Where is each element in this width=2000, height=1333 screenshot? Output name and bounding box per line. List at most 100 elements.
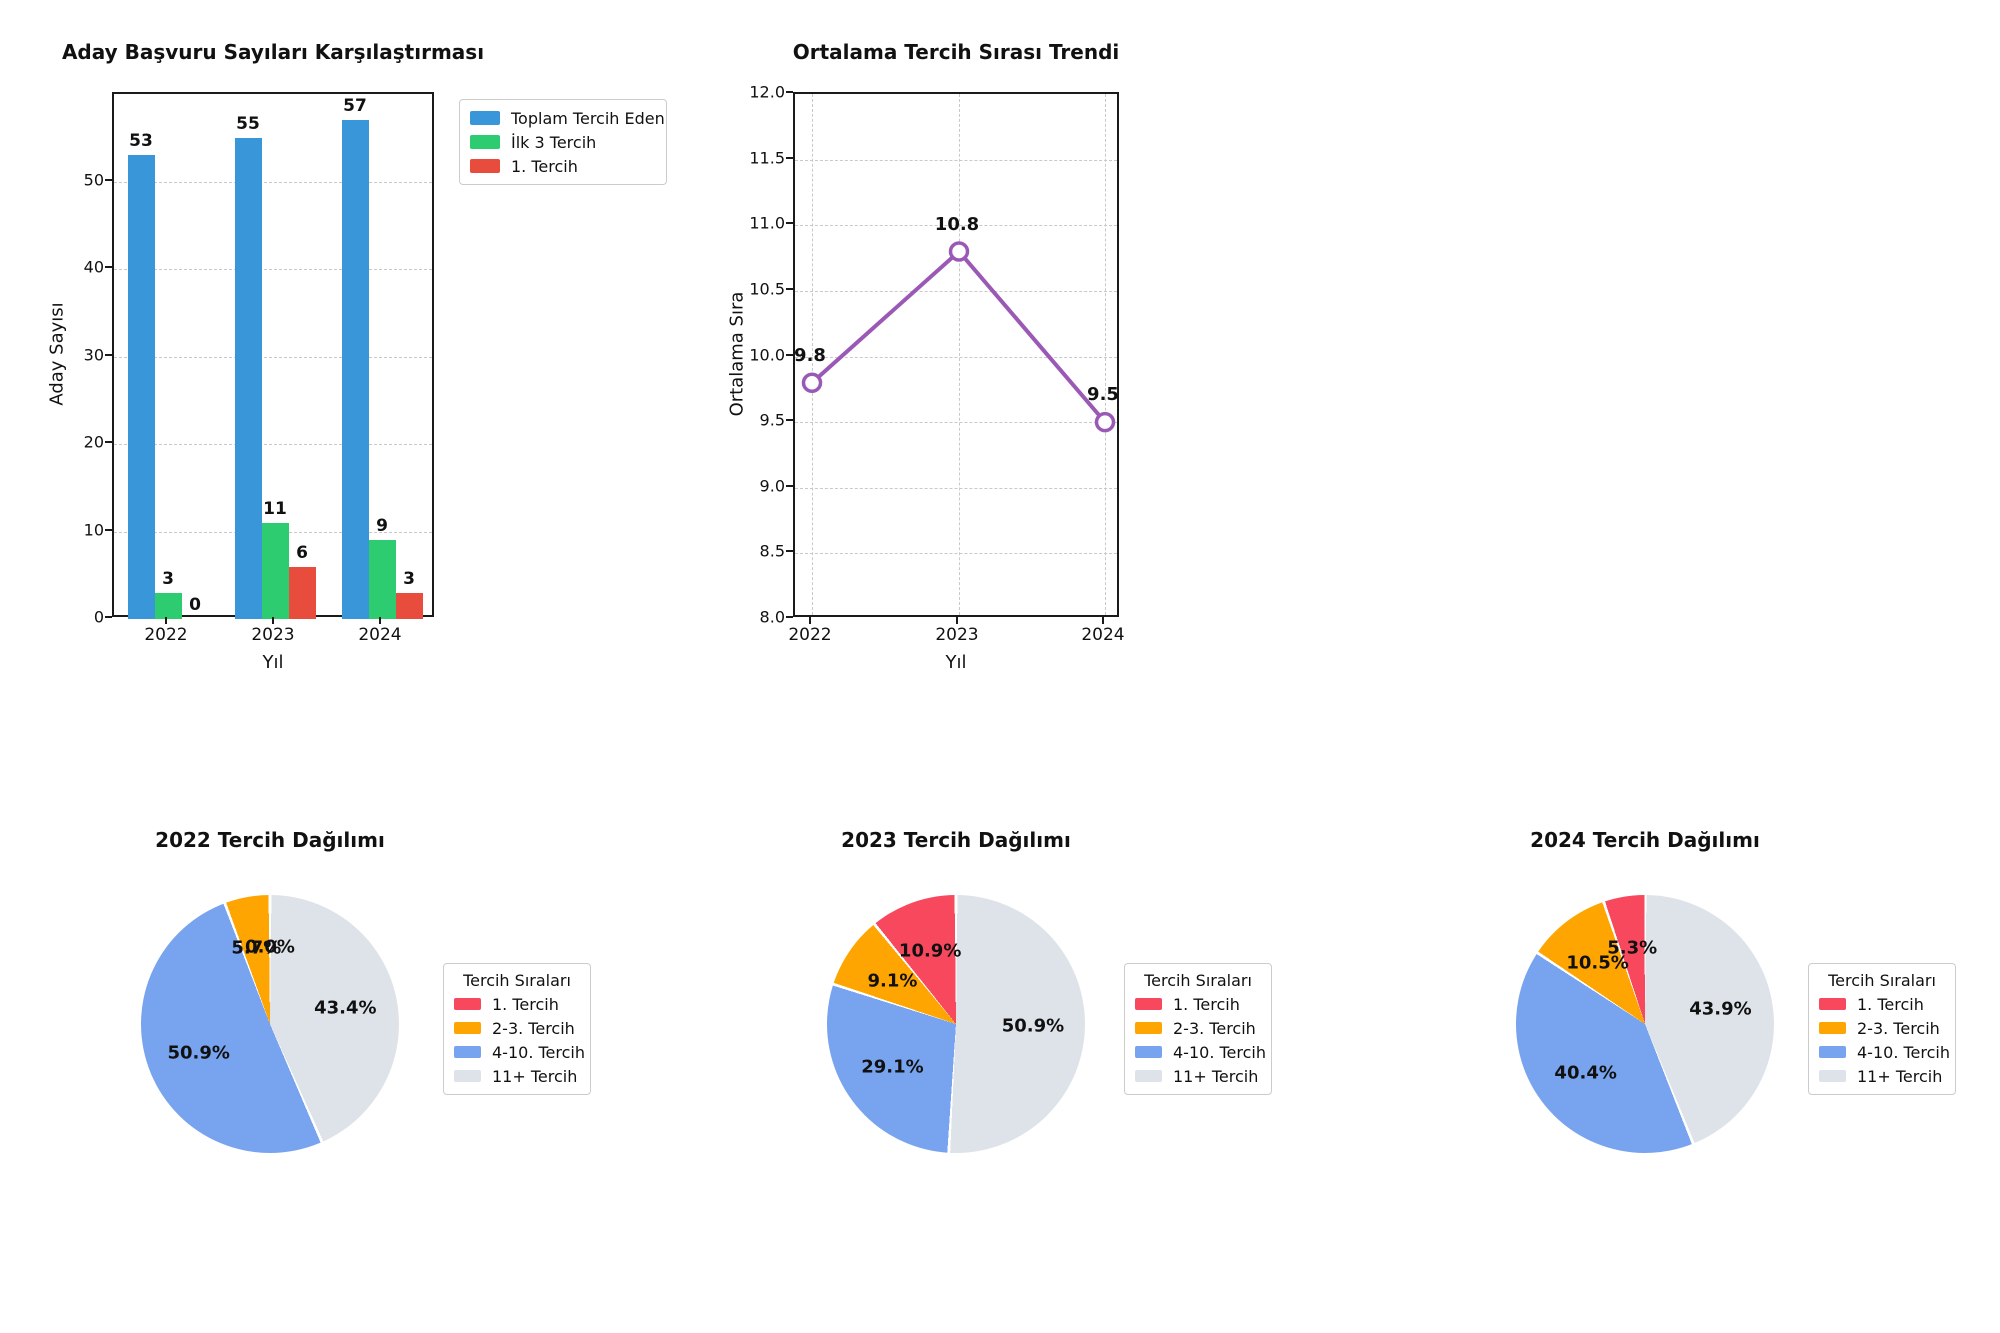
- legend-swatch: [454, 1022, 481, 1034]
- legend-item-label: 2-3. Tercih: [1857, 1018, 1940, 1038]
- grid-line: [1105, 94, 1106, 615]
- bar-chart-x-axis-label: Yıl: [262, 652, 284, 673]
- legend-swatch: [1819, 1070, 1846, 1082]
- legend-swatch: [454, 998, 481, 1010]
- pie-legend: Tercih Sıraları 1. Tercih 2-3. Tercih 4-10.…: [1808, 963, 1956, 1095]
- grid-line: [114, 444, 432, 445]
- pie-chart-2023-title: 2023 Tercih Dağılımı: [841, 828, 1071, 852]
- data-point-value-label: 10.8: [934, 213, 980, 235]
- legend-item: İlk 3 Tercih: [470, 130, 656, 154]
- legend-item: 11+ Tercih: [1135, 1064, 1261, 1088]
- pie-chart-2024-title: 2024 Tercih Dağılımı: [1530, 828, 1760, 852]
- legend-swatch: [454, 1070, 481, 1082]
- y-axis-tick-label: 10.5: [749, 279, 785, 299]
- legend-item: 2-3. Tercih: [1135, 1016, 1261, 1040]
- y-axis-tick-mark: [786, 353, 793, 356]
- bar-value-label: 9: [376, 516, 388, 537]
- x-axis-tick-label: 2024: [358, 625, 402, 645]
- pie-percentage-label: 5.3%: [1607, 937, 1658, 959]
- grid-line: [795, 225, 1117, 227]
- legend-item: 11+ Tercih: [1819, 1064, 1945, 1088]
- y-axis-tick-mark: [786, 222, 793, 225]
- pie-percentage-label: 43.4%: [314, 997, 377, 1019]
- pie-legend-title: Tercih Sıraları: [463, 971, 571, 990]
- y-axis-tick-label: 10: [83, 520, 104, 539]
- y-axis-tick-mark: [786, 419, 793, 422]
- y-axis-tick-mark: [786, 156, 793, 159]
- y-axis-tick-mark: [105, 266, 112, 268]
- pie-legend: Tercih Sıraları 1. Tercih 2-3. Tercih 4-10.…: [443, 963, 591, 1095]
- bar-chart-plot-area: 53 55 57 3 11 9 0 6 3: [112, 92, 434, 619]
- legend-item: 2-3. Tercih: [454, 1016, 580, 1040]
- y-axis-tick-mark: [786, 484, 793, 487]
- bar-value-label: 6: [296, 542, 308, 563]
- y-axis-tick-mark: [105, 616, 112, 618]
- bar-chart-legend: Toplam Tercih Eden İlk 3 Tercih 1. Tercih: [459, 99, 667, 185]
- trend-line-svg: [801, 241, 1116, 433]
- x-axis-tick-label: 2023: [935, 625, 979, 645]
- pie-chart-2022-title: 2022 Tercih Dağılımı: [155, 828, 385, 852]
- x-axis-tick-label: 2022: [788, 625, 832, 645]
- y-axis-tick-label: 11.0: [749, 213, 785, 233]
- legend-item-label: 4-10. Tercih: [1173, 1042, 1266, 1062]
- legend-item: 1. Tercih: [1819, 992, 1945, 1016]
- legend-item-label: Toplam Tercih Eden: [511, 108, 665, 128]
- legend-item-label: 11+ Tercih: [1173, 1066, 1259, 1086]
- x-axis-tick-mark: [165, 617, 167, 624]
- bar-value-label: 3: [162, 568, 174, 589]
- legend-item-label: 2-3. Tercih: [1173, 1018, 1256, 1038]
- pie-percentage-label: 29.1%: [861, 1056, 924, 1078]
- legend-item-label: İlk 3 Tercih: [511, 132, 597, 152]
- bar-chart-title: Aday Başvuru Sayıları Karşılaştırması: [61, 40, 485, 64]
- x-axis-tick-label: 2023: [251, 625, 295, 645]
- data-point-marker: [801, 372, 823, 393]
- pie-percentage-label: 50.9%: [167, 1042, 230, 1064]
- legend-swatch: [470, 135, 500, 149]
- grid-line: [114, 269, 432, 270]
- bar-value-label: 3: [403, 568, 415, 589]
- grid-line: [795, 487, 1117, 489]
- legend-item: Toplam Tercih Eden: [470, 106, 665, 130]
- legend-item-label: 2-3. Tercih: [492, 1018, 575, 1038]
- y-axis-tick-mark: [105, 528, 112, 531]
- data-point-value-label: 9.5: [1087, 384, 1119, 406]
- y-axis-tick-label: 11.5: [749, 148, 785, 168]
- pie-percentage-label: 5.7%: [231, 937, 282, 959]
- legend-swatch: [1819, 998, 1846, 1010]
- legend-swatch: [1135, 1046, 1162, 1058]
- legend-item: 4-10. Tercih: [1135, 1040, 1266, 1064]
- pie-percentage-label: 0.0%: [245, 936, 295, 958]
- bar-Toplam Tercih Eden: [234, 137, 262, 619]
- bar-Toplam Tercih Eden: [341, 120, 369, 619]
- bar-İlk 3 Tercih: [261, 522, 289, 619]
- y-axis-tick-mark: [105, 353, 112, 356]
- grid-line: [795, 553, 1117, 555]
- legend-item-label: 11+ Tercih: [492, 1066, 578, 1086]
- y-axis-tick-label: 8.5: [759, 541, 785, 561]
- pie-percentage-label: 50.9%: [1001, 1015, 1065, 1037]
- pie-percentage-label: 10.5%: [1566, 952, 1629, 974]
- legend-swatch: [1135, 1070, 1162, 1082]
- legend-swatch: [470, 111, 500, 125]
- line-chart-title: Ortalama Tercih Sırası Trendi: [792, 40, 1120, 64]
- y-axis-tick-label: 0: [93, 607, 104, 627]
- legend-item-label: 1. Tercih: [1857, 994, 1924, 1014]
- y-axis-tick-label: 40: [83, 257, 104, 277]
- y-axis-tick-mark: [786, 616, 793, 618]
- grid-line: [959, 94, 960, 615]
- line-chart-x-axis-label: Yıl: [945, 652, 967, 673]
- bar-value-label: 11: [263, 498, 287, 519]
- y-axis-tick-label: 30: [83, 345, 104, 364]
- bar-value-label: 53: [129, 131, 153, 152]
- pie-percentage-label: 43.9%: [1689, 998, 1752, 1020]
- bar-1. Tercih: [288, 566, 316, 619]
- x-axis-tick-mark: [809, 617, 811, 624]
- y-axis-tick-label: 10.0: [749, 345, 785, 364]
- y-axis-tick-label: 9.5: [759, 410, 785, 430]
- pie-percentage-label: 40.4%: [1554, 1062, 1617, 1084]
- legend-item: 2-3. Tercih: [1819, 1016, 1945, 1040]
